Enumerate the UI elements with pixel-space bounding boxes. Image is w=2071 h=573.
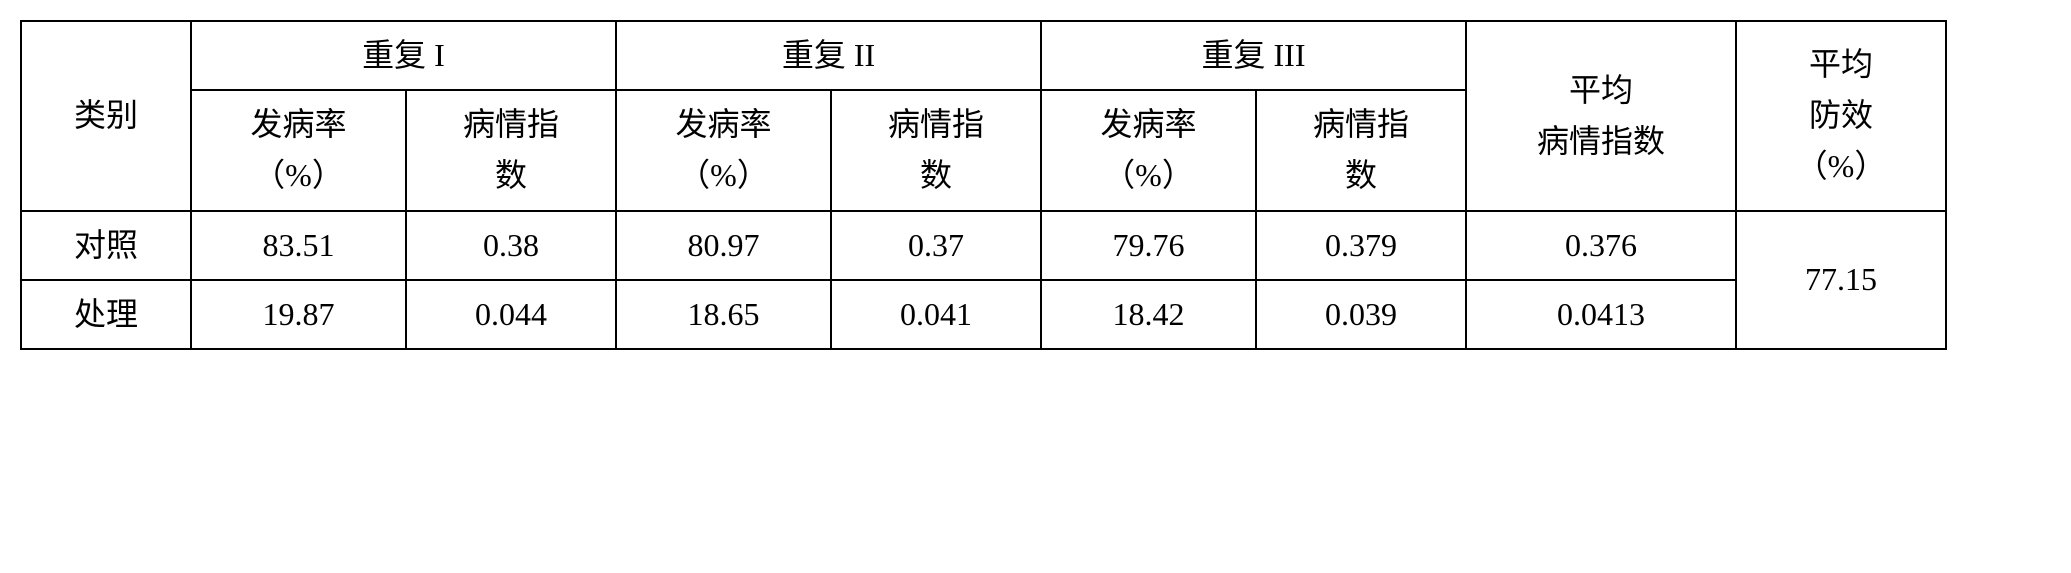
cell-r1-rate: 19.87 <box>191 280 406 349</box>
data-table: 类别 重复 I 重复 II 重复 III 平均病情指数 平均防效（%） 发病率（… <box>20 20 1947 350</box>
col-r3-rate: 发病率（%） <box>1041 90 1256 210</box>
cell-avg-idx: 0.0413 <box>1466 280 1736 349</box>
cell-r2-idx: 0.041 <box>831 280 1041 349</box>
col-rep2: 重复 II <box>616 21 1041 90</box>
col-rep1: 重复 I <box>191 21 616 90</box>
col-r2-idx: 病情指数 <box>831 90 1041 210</box>
cell-label: 处理 <box>21 280 191 349</box>
table-row: 处理 19.87 0.044 18.65 0.041 18.42 0.039 0… <box>21 280 1946 349</box>
col-r1-rate: 发病率（%） <box>191 90 406 210</box>
cell-r1-rate: 83.51 <box>191 211 406 280</box>
col-r3-idx: 病情指数 <box>1256 90 1466 210</box>
cell-r2-rate: 80.97 <box>616 211 831 280</box>
cell-r3-rate: 18.42 <box>1041 280 1256 349</box>
cell-r1-idx: 0.38 <box>406 211 616 280</box>
col-avg-eff: 平均防效（%） <box>1736 21 1946 211</box>
cell-r3-rate: 79.76 <box>1041 211 1256 280</box>
table-header-row-1: 类别 重复 I 重复 II 重复 III 平均病情指数 平均防效（%） <box>21 21 1946 90</box>
cell-r3-idx: 0.379 <box>1256 211 1466 280</box>
cell-r2-rate: 18.65 <box>616 280 831 349</box>
col-rep3: 重复 III <box>1041 21 1466 90</box>
table-row: 对照 83.51 0.38 80.97 0.37 79.76 0.379 0.3… <box>21 211 1946 280</box>
cell-r2-idx: 0.37 <box>831 211 1041 280</box>
cell-avg-idx: 0.376 <box>1466 211 1736 280</box>
col-avg-index: 平均病情指数 <box>1466 21 1736 211</box>
col-r2-rate: 发病率（%） <box>616 90 831 210</box>
cell-r3-idx: 0.039 <box>1256 280 1466 349</box>
col-category: 类别 <box>21 21 191 211</box>
col-r1-idx: 病情指数 <box>406 90 616 210</box>
cell-r1-idx: 0.044 <box>406 280 616 349</box>
cell-avg-eff: 77.15 <box>1736 211 1946 349</box>
cell-label: 对照 <box>21 211 191 280</box>
